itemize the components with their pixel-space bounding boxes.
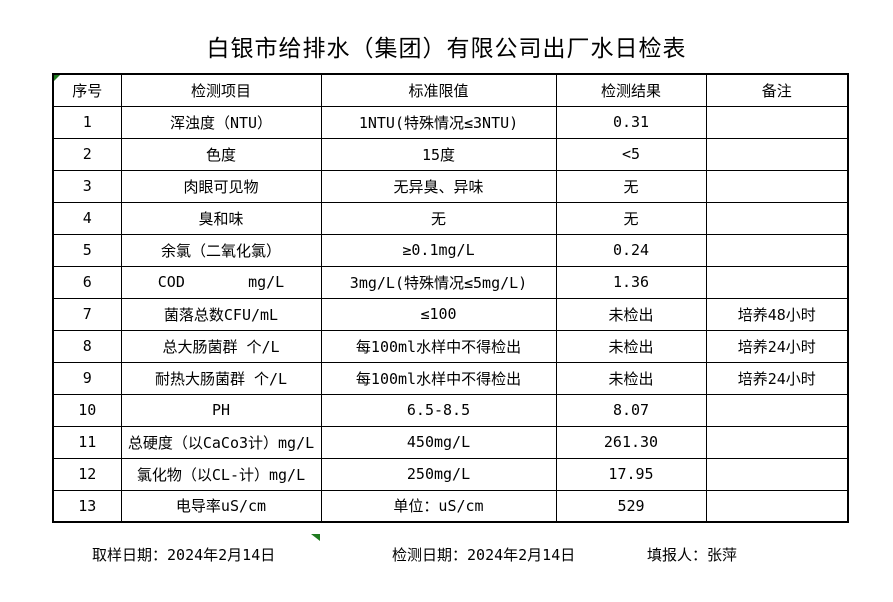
cell-remark — [705, 393, 849, 427]
cell-item: 总大肠菌群 个/L — [120, 329, 322, 363]
cell-limit: ≥0.1mg/L — [320, 233, 557, 267]
table-row: 10 PH 6.5-8.5 8.07 — [52, 393, 849, 427]
cell-result: 无 — [555, 201, 707, 235]
table-row: 1 浑浊度（NTU） 1NTU(特殊情况≤3NTU) 0.31 — [52, 105, 849, 139]
inspection-table: 序号 检测项目 标准限值 检测结果 备注 1 浑浊度（NTU） 1NTU(特殊情… — [52, 73, 849, 523]
cell-serial: 7 — [52, 297, 122, 331]
cell-item: 色度 — [120, 137, 322, 171]
cell-limit: ≤100 — [320, 297, 557, 331]
cell-item: 肉眼可见物 — [120, 169, 322, 203]
cell-serial: 3 — [52, 169, 122, 203]
cell-limit: 无 — [320, 201, 557, 235]
table-row: 4 臭和味 无 无 — [52, 201, 849, 235]
cell-serial: 13 — [52, 489, 122, 523]
table-row: 13 电导率uS/cm 单位：uS/cm 529 — [52, 489, 849, 523]
cell-serial: 1 — [52, 105, 122, 139]
cell-limit: 单位：uS/cm — [320, 489, 557, 523]
cell-item: 浑浊度（NTU） — [120, 105, 322, 139]
cell-item: COD mg/L — [120, 265, 322, 299]
reporter-label: 填报人： — [647, 546, 708, 564]
sample-date: 取样日期：2024年2月14日 — [92, 544, 275, 565]
cell-limit: 15度 — [320, 137, 557, 171]
table-row: 7 菌落总数CFU/mL ≤100 未检出 培养48小时 — [52, 297, 849, 331]
reporter-value: 张萍 — [707, 546, 738, 564]
cell-serial: 2 — [52, 137, 122, 171]
table-row: 12 氯化物（以CL-计）mg/L 250mg/L 17.95 — [52, 457, 849, 491]
page-title: 白银市给排水（集团）有限公司出厂水日检表 — [206, 36, 687, 62]
table-row: 3 肉眼可见物 无异臭、异味 无 — [52, 169, 849, 203]
cell-remark — [705, 169, 849, 203]
cell-limit: 无异臭、异味 — [320, 169, 557, 203]
cell-result: 529 — [555, 489, 707, 523]
cell-remark — [705, 457, 849, 491]
cell-serial: 9 — [52, 361, 122, 395]
cell-result: 无 — [555, 169, 707, 203]
cell-remark — [705, 233, 849, 267]
selection-triangle-icon — [311, 534, 320, 541]
test-date-label: 检测日期： — [392, 546, 468, 564]
cell-item: 电导率uS/cm — [120, 489, 322, 523]
cell-item: PH — [120, 393, 322, 427]
table-row: 2 色度 15度 <5 — [52, 137, 849, 171]
cell-remark — [705, 425, 849, 459]
cell-limit: 1NTU(特殊情况≤3NTU) — [320, 105, 557, 139]
table-row: 11 总硬度（以CaCo3计）mg/L 450mg/L 261.30 — [52, 425, 849, 459]
cell-result: 8.07 — [555, 393, 707, 427]
cell-limit: 每100ml水样中不得检出 — [320, 361, 557, 395]
column-header-item: 检测项目 — [120, 73, 322, 107]
cell-result: 未检出 — [555, 297, 707, 331]
cell-serial: 5 — [52, 233, 122, 267]
cell-result: 未检出 — [555, 361, 707, 395]
cell-remark — [705, 137, 849, 171]
table-body: 1 浑浊度（NTU） 1NTU(特殊情况≤3NTU) 0.31 2 色度 15度… — [52, 105, 849, 523]
table-row: 9 耐热大肠菌群 个/L 每100ml水样中不得检出 未检出 培养24小时 — [52, 361, 849, 395]
test-date-value: 2024年2月14日 — [467, 546, 576, 564]
cell-item: 氯化物（以CL-计）mg/L — [120, 457, 322, 491]
reporter: 填报人：张萍 — [647, 544, 737, 565]
table-row: 6 COD mg/L 3mg/L(特殊情况≤5mg/L) 1.36 — [52, 265, 849, 299]
table-header-row: 序号 检测项目 标准限值 检测结果 备注 — [52, 73, 849, 107]
cell-item: 总硬度（以CaCo3计）mg/L — [120, 425, 322, 459]
cell-remark — [705, 489, 849, 523]
sample-date-label: 取样日期： — [92, 546, 168, 564]
table-row: 8 总大肠菌群 个/L 每100ml水样中不得检出 未检出 培养24小时 — [52, 329, 849, 363]
cell-limit: 450mg/L — [320, 425, 557, 459]
cell-limit: 每100ml水样中不得检出 — [320, 329, 557, 363]
cell-result: 17.95 — [555, 457, 707, 491]
cell-serial: 6 — [52, 265, 122, 299]
cell-result: <5 — [555, 137, 707, 171]
column-header-remark: 备注 — [705, 73, 849, 107]
cell-limit: 250mg/L — [320, 457, 557, 491]
cell-remark: 培养24小时 — [705, 329, 849, 363]
column-header-limit: 标准限值 — [320, 73, 557, 107]
sample-date-value: 2024年2月14日 — [167, 546, 276, 564]
cell-remark — [705, 265, 849, 299]
cell-serial: 11 — [52, 425, 122, 459]
cell-remark — [705, 105, 849, 139]
cell-result: 261.30 — [555, 425, 707, 459]
cell-result: 0.31 — [555, 105, 707, 139]
cell-serial: 12 — [52, 457, 122, 491]
cell-limit: 6.5-8.5 — [320, 393, 557, 427]
cell-serial: 8 — [52, 329, 122, 363]
column-header-serial: 序号 — [52, 73, 122, 107]
cell-result: 1.36 — [555, 265, 707, 299]
cell-serial: 4 — [52, 201, 122, 235]
table-row: 5 余氯（二氧化氯） ≥0.1mg/L 0.24 — [52, 233, 849, 267]
cell-remark: 培养48小时 — [705, 297, 849, 331]
cell-result: 0.24 — [555, 233, 707, 267]
cell-remark — [705, 201, 849, 235]
cell-remark: 培养24小时 — [705, 361, 849, 395]
cell-item: 菌落总数CFU/mL — [120, 297, 322, 331]
test-date: 检测日期：2024年2月14日 — [392, 544, 575, 565]
column-header-result: 检测结果 — [555, 73, 707, 107]
cell-item: 余氯（二氧化氯） — [120, 233, 322, 267]
cell-serial: 10 — [52, 393, 122, 427]
cell-limit: 3mg/L(特殊情况≤5mg/L) — [320, 265, 557, 299]
cell-item: 臭和味 — [120, 201, 322, 235]
cell-result: 未检出 — [555, 329, 707, 363]
cell-item: 耐热大肠菌群 个/L — [120, 361, 322, 395]
